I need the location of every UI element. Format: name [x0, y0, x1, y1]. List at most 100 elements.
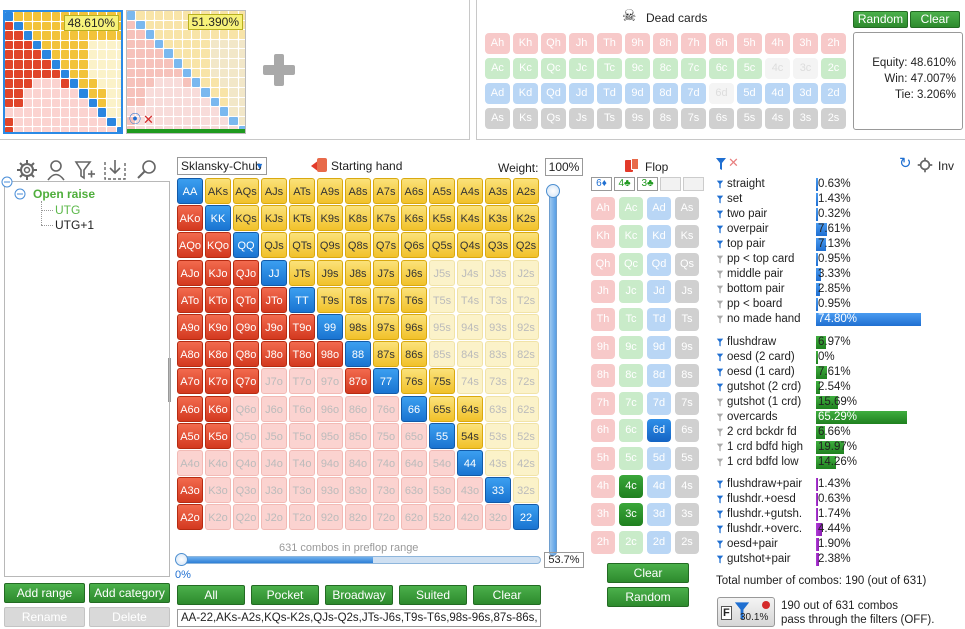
flop-card-6d[interactable]: 6d: [647, 419, 671, 443]
hand-cell-94o[interactable]: 94o: [317, 450, 343, 476]
filter-row[interactable]: flushdr.+overc. 4.44%: [716, 522, 946, 537]
hand-cell-54o[interactable]: 54o: [429, 450, 455, 476]
flop-card-Qh[interactable]: Qh: [591, 252, 615, 276]
hand-cell-QTo[interactable]: QTo: [233, 286, 259, 313]
hand-cell-K6o[interactable]: K6o: [205, 395, 231, 422]
flop-card-Jc[interactable]: Jc: [619, 280, 643, 304]
range-slider-thumb[interactable]: [175, 553, 188, 566]
flop-card-9d[interactable]: 9d: [647, 336, 671, 359]
flop-card-8s[interactable]: 8s: [675, 363, 699, 387]
hand-cell-Q2s[interactable]: Q2s: [513, 232, 539, 259]
filter-row[interactable]: oesd+pair 1.90%: [716, 537, 946, 552]
dead-card-Ts[interactable]: Ts: [597, 108, 622, 129]
hand-cell-87o[interactable]: 87o: [345, 368, 371, 395]
hand-cell-83s[interactable]: 83s: [485, 341, 511, 368]
refresh-icon[interactable]: ↻: [899, 155, 912, 172]
filter-row[interactable]: flushdr.+gutsh. 1.74%: [716, 507, 946, 522]
close-icon[interactable]: ✕: [143, 112, 154, 127]
hand-cell-64o[interactable]: 64o: [401, 450, 427, 476]
hand-cell-ATs[interactable]: ATs: [289, 178, 315, 204]
filter-funnel-icon[interactable]: [716, 210, 724, 219]
import-icon[interactable]: [102, 158, 128, 182]
hand-cell-85o[interactable]: 85o: [345, 422, 371, 449]
tree-root-collapse-icon[interactable]: [1, 176, 13, 188]
dead-card-8d[interactable]: 8d: [653, 83, 678, 104]
hand-cell-T6o[interactable]: T6o: [289, 395, 315, 422]
flop-card-9c[interactable]: 9c: [619, 336, 643, 359]
range-thumbnail-2[interactable]: 51.390% ⦿ ✕: [126, 10, 246, 134]
hand-cell-74s[interactable]: 74s: [457, 368, 483, 395]
dead-card-5s[interactable]: 5s: [737, 108, 762, 129]
hand-cell-T9o[interactable]: T9o: [289, 314, 315, 340]
dead-card-8s[interactable]: 8s: [653, 108, 678, 129]
add-category-button[interactable]: Add category: [89, 583, 170, 603]
hand-cell-T6s[interactable]: T6s: [401, 286, 427, 313]
hand-cell-Q7o[interactable]: Q7o: [233, 368, 259, 395]
hand-cell-72o[interactable]: 72o: [373, 504, 399, 531]
hand-cell-Q3s[interactable]: Q3s: [485, 232, 511, 259]
hand-cell-K2o[interactable]: K2o: [205, 504, 231, 531]
dead-card-2s[interactable]: 2s: [821, 108, 846, 129]
gear-icon[interactable]: [917, 157, 933, 173]
filter-row[interactable]: set 1.43%: [716, 192, 946, 207]
board-card-3[interactable]: 3♣: [637, 177, 658, 191]
user-icon[interactable]: [46, 159, 66, 181]
hand-cell-KJs[interactable]: KJs: [261, 205, 287, 232]
hand-cell-62s[interactable]: 62s: [513, 395, 539, 422]
dead-card-Th[interactable]: Th: [597, 33, 622, 54]
hand-cell-86o[interactable]: 86o: [345, 395, 371, 422]
filter-funnel-icon[interactable]: [716, 338, 724, 347]
flop-card-Kc[interactable]: Kc: [619, 224, 643, 248]
hand-cell-QQ[interactable]: QQ: [233, 232, 259, 259]
hand-cell-63o[interactable]: 63o: [401, 477, 427, 504]
board-card-2[interactable]: 4♣: [614, 177, 635, 191]
hand-cell-83o[interactable]: 83o: [345, 477, 371, 504]
hand-cell-ATo[interactable]: ATo: [177, 286, 203, 313]
dead-card-4s[interactable]: 4s: [765, 108, 790, 129]
weight-input[interactable]: 100%: [545, 158, 583, 176]
select-broadway-button[interactable]: Broadway: [325, 585, 393, 605]
hand-cell-97o[interactable]: 97o: [317, 368, 343, 395]
hand-cell-K6s[interactable]: K6s: [401, 205, 427, 232]
hand-cell-KJo[interactable]: KJo: [205, 259, 231, 286]
gear-icon[interactable]: [16, 159, 38, 181]
hand-cell-K7o[interactable]: K7o: [205, 368, 231, 395]
dead-card-7c[interactable]: 7c: [681, 58, 706, 79]
flop-card-6c[interactable]: 6c: [619, 419, 643, 443]
hand-cell-J9o[interactable]: J9o: [261, 314, 287, 340]
hand-cell-44[interactable]: 44: [457, 450, 483, 476]
filter-icon[interactable]: [715, 157, 727, 171]
hand-cell-K5o[interactable]: K5o: [205, 422, 231, 449]
flop-card-5d[interactable]: 5d: [647, 447, 671, 471]
hand-cell-53s[interactable]: 53s: [485, 422, 511, 449]
hand-cell-A7s[interactable]: A7s: [373, 178, 399, 204]
dead-card-Kh[interactable]: Kh: [513, 33, 538, 54]
hand-cell-63s[interactable]: 63s: [485, 395, 511, 422]
hand-cell-93o[interactable]: 93o: [317, 477, 343, 504]
hand-cell-J4o[interactable]: J4o: [261, 450, 287, 476]
flop-card-Qd[interactable]: Qd: [647, 252, 671, 276]
flop-card-Jd[interactable]: Jd: [647, 280, 671, 304]
hand-cell-K7s[interactable]: K7s: [373, 205, 399, 232]
hand-cell-T3o[interactable]: T3o: [289, 477, 315, 504]
dead-random-button[interactable]: Random: [853, 11, 908, 28]
hand-cell-J5o[interactable]: J5o: [261, 422, 287, 449]
flop-card-2d[interactable]: 2d: [647, 530, 671, 554]
flop-card-Jh[interactable]: Jh: [591, 280, 615, 304]
hand-cell-95o[interactable]: 95o: [317, 422, 343, 449]
filter-row[interactable]: 1 crd bdfd low 14.26%: [716, 455, 946, 470]
board-card-1[interactable]: 6♦: [591, 177, 612, 191]
dead-card-Ad[interactable]: Ad: [485, 83, 510, 104]
dead-card-Jd[interactable]: Jd: [569, 83, 594, 104]
hand-cell-JJ[interactable]: JJ: [261, 259, 287, 286]
hand-cell-AKs[interactable]: AKs: [205, 178, 231, 204]
dead-card-Ac[interactable]: Ac: [485, 58, 510, 79]
filter-row[interactable]: gutshot (1 crd) 15.69%: [716, 395, 946, 410]
dead-card-Qc[interactable]: Qc: [541, 58, 566, 79]
flop-card-7c[interactable]: 7c: [619, 391, 643, 415]
select-pocket-button[interactable]: Pocket: [251, 585, 319, 605]
filter-funnel-icon[interactable]: [716, 525, 724, 534]
dead-card-9h[interactable]: 9h: [625, 33, 650, 54]
hand-cell-Q6o[interactable]: Q6o: [233, 395, 259, 422]
flop-random-button[interactable]: Random: [607, 587, 689, 607]
